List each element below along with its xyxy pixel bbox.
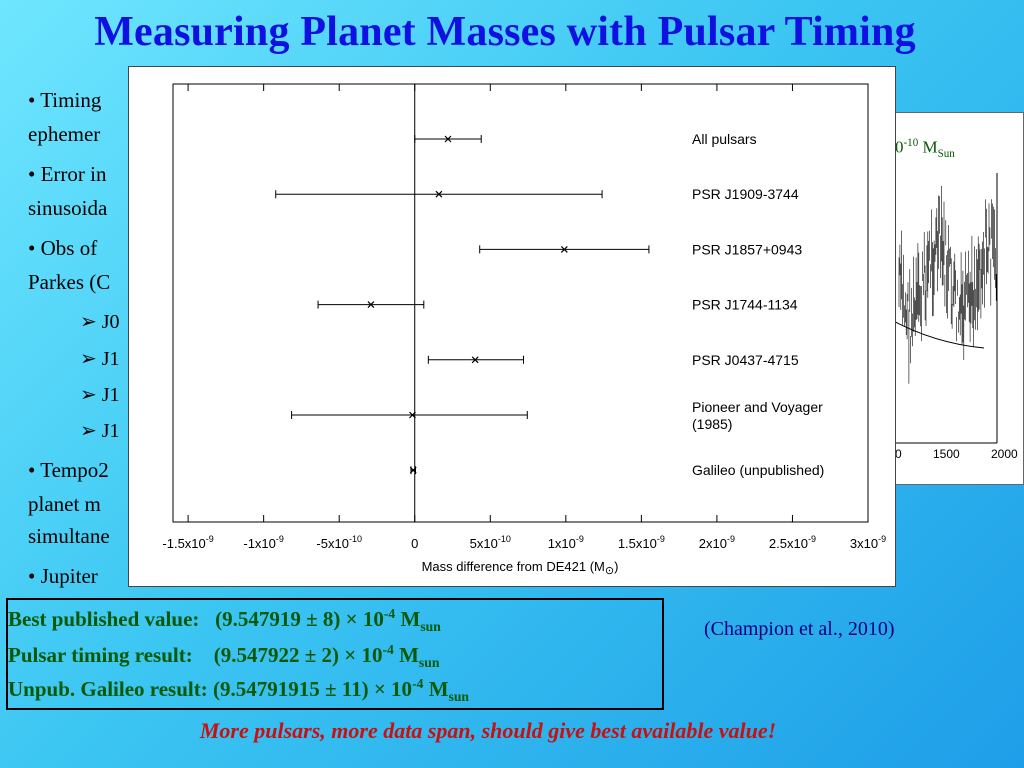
bullet-line-9: simultane xyxy=(28,524,110,548)
conclusion-text: More pulsars, more data span, should giv… xyxy=(199,718,777,743)
bullet-line-7: • Tempo2 xyxy=(28,458,109,482)
sub-item-3: ➢ J1 xyxy=(80,384,120,406)
bullet-line-1: • Timing xyxy=(28,88,102,112)
x-tick-label-1: -1x10-9 xyxy=(243,534,284,551)
bullet-line-6: Parkes (C xyxy=(28,270,111,294)
bullet-line-3: • Error in xyxy=(28,162,107,186)
sub-item-4: ➢ J1 xyxy=(80,420,120,442)
x-axis-label-symbol: ⊙ xyxy=(605,565,614,577)
mass-difference-chart: -1.5x10-9 -1x10-9 -5x10-10 0 5x10-10 1x10-9 1.… xyxy=(128,66,896,587)
result-pulsar-timing-value: (9.547922 ± 2) × 10 xyxy=(213,643,383,667)
result-galileo-unit: M xyxy=(428,677,449,701)
bg-xtick-2000: 2000 xyxy=(991,447,1018,461)
point-marker-4 xyxy=(471,356,479,364)
point-marker-1 xyxy=(435,190,443,198)
results-box xyxy=(6,598,664,710)
x-tick-label-8: 2.5x10-9 xyxy=(769,534,816,551)
point-marker-5 xyxy=(409,411,416,419)
bg-label-unit-sub: Sun xyxy=(937,148,955,161)
x-tick-label-7: 2x10-9 xyxy=(699,534,735,551)
x-tick-label-5: 1x10-9 xyxy=(548,534,584,551)
bullet-line-2: ephemer xyxy=(28,122,101,146)
bg-label-exp: -10 xyxy=(903,137,919,149)
x-tick-label-0: -1.5x10-9 xyxy=(162,534,213,551)
result-best-published-value: (9.547919 ± 8) × 10 xyxy=(215,607,384,631)
bullet-line-5: • Obs of xyxy=(28,236,98,260)
result-pulsar-timing: Pulsar timing result: (9.547922 ± 2) × 1… xyxy=(8,642,439,671)
result-best-published-unit: M xyxy=(400,607,421,631)
x-tick-label-6: 1.5x10-9 xyxy=(618,534,665,551)
result-best-published: Best published value: (9.547919 ± 8) × 1… xyxy=(8,606,441,635)
x-axis-label: Mass difference from DE421 (M⊙) xyxy=(422,559,619,577)
background-plot-label: 0-10 MSun xyxy=(895,137,955,160)
x-tick-label-4: 5x10-10 xyxy=(470,534,511,551)
category-label-6: Galileo (unpublished) xyxy=(692,462,824,478)
result-pulsar-timing-unit: M xyxy=(399,643,419,667)
x-axis-label-text: Mass difference from DE421 (M xyxy=(422,559,605,574)
bg-label-unit: M xyxy=(922,137,938,157)
result-best-published-sub: sun xyxy=(420,619,441,635)
bullet-line-10: • Jupiter xyxy=(28,564,98,588)
point-marker-0 xyxy=(444,135,452,143)
x-axis-label-close: ) xyxy=(614,559,618,574)
x-tick-label-9: 3x10-9 xyxy=(850,534,886,551)
category-label-4: PSR J0437-4715 xyxy=(692,352,799,368)
slide-title: Measuring Planet Masses with Pulsar Timi… xyxy=(94,9,916,55)
background-residual-svg xyxy=(859,173,998,444)
x-tick-label-3: 0 xyxy=(411,536,418,551)
point-marker-3 xyxy=(367,301,375,309)
result-pulsar-timing-label: Pulsar timing result: xyxy=(8,643,193,667)
category-label-3: PSR J1744-1134 xyxy=(692,297,798,313)
mass-difference-svg: -1.5x10-9 -1x10-9 -5x10-10 0 5x10-10 1x10-9 1.… xyxy=(162,83,886,577)
result-best-published-label: Best published value: xyxy=(8,607,200,631)
point-marker-6 xyxy=(409,466,417,474)
result-galileo-exp: -4 xyxy=(412,676,424,691)
result-pulsar-timing-sub: sun xyxy=(418,655,440,671)
bg-xtick-1500: 1500 xyxy=(933,447,960,461)
category-label-1: PSR J1909-3744 xyxy=(692,186,799,202)
category-label-0: All pulsars xyxy=(692,131,757,147)
result-galileo-sub: sun xyxy=(448,689,469,705)
bg-label-base: 0 xyxy=(895,137,904,157)
category-label-5: Pioneer and Voyager (1985) xyxy=(692,399,823,432)
result-galileo-label: Unpub. Galileo result: xyxy=(8,677,208,701)
result-pulsar-timing-exp: -4 xyxy=(382,642,394,657)
x-tick-label-2: -5x10-10 xyxy=(316,534,362,551)
result-galileo-value: (9.54791915 ± 11) × 10 xyxy=(212,677,413,701)
category-label-2: PSR J1857+0943 xyxy=(692,241,802,257)
result-galileo: Unpub. Galileo result: (9.54791915 ± 11)… xyxy=(8,676,469,705)
result-best-published-exp: -4 xyxy=(383,606,396,621)
citation: (Champion et al., 2010) xyxy=(704,618,895,640)
bg-xtick-0: 0 xyxy=(895,447,902,461)
point-marker-2 xyxy=(560,245,568,253)
plot-frame xyxy=(172,83,869,523)
sub-item-2: ➢ J1 xyxy=(80,348,120,370)
sub-item-1: ➢ J0 xyxy=(80,311,120,333)
bullet-line-4: sinusoida xyxy=(28,196,108,220)
bullet-line-8: planet m xyxy=(28,492,101,516)
